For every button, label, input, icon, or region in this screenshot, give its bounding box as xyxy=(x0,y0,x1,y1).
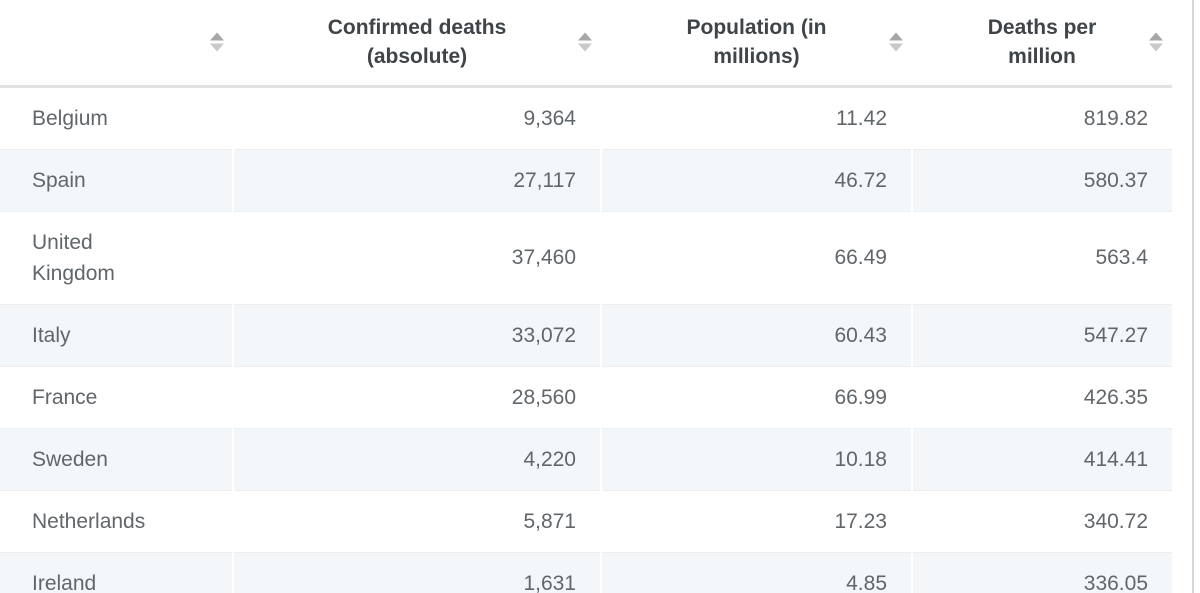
cell-deaths-per-million: 819.82 xyxy=(911,86,1172,149)
data-table: Confirmed deaths (absolute) Population (… xyxy=(0,0,1172,593)
cell-population: 66.49 xyxy=(600,211,912,304)
header-country[interactable] xyxy=(0,0,233,86)
header-confirmed-deaths-label: Confirmed deaths (absolute) xyxy=(327,16,507,69)
caret-down-icon xyxy=(1149,43,1163,52)
cell-confirmed-deaths: 9,364 xyxy=(232,86,601,149)
sort-carets-icon xyxy=(578,32,592,53)
cell-country: Ireland xyxy=(32,571,97,593)
header-deaths-per-million-label: Deaths per million xyxy=(987,16,1097,69)
cell-deaths-per-million: 563.4 xyxy=(911,211,1172,304)
cell-deaths-per-million: 547.27 xyxy=(911,304,1172,366)
cell-population: 17.23 xyxy=(600,490,912,552)
cell-population: 10.18 xyxy=(600,428,912,490)
cell-population: 4.85 xyxy=(600,552,912,593)
header-deaths-per-million[interactable]: Deaths per million xyxy=(912,0,1172,86)
cell-country: United Kingdom xyxy=(32,230,115,285)
cell-deaths-per-million: 340.72 xyxy=(911,490,1172,552)
cell-population: 60.43 xyxy=(600,304,912,366)
caret-down-icon xyxy=(578,43,592,52)
cell-population: 46.72 xyxy=(600,149,912,211)
cell-country: France xyxy=(32,385,98,409)
cell-confirmed-deaths: 37,460 xyxy=(232,211,601,304)
cell-confirmed-deaths: 33,072 xyxy=(232,304,601,366)
sort-carets-icon xyxy=(210,32,224,53)
caret-up-icon xyxy=(210,32,224,41)
cell-confirmed-deaths: 4,220 xyxy=(232,428,601,490)
cell-country: Netherlands xyxy=(32,509,146,533)
table-body: Belgium 9,364 11.42 819.82 Spain 27,117 46.72 5… xyxy=(0,86,1172,593)
container-right-border xyxy=(1192,0,1194,593)
cell-deaths-per-million: 414.41 xyxy=(911,428,1172,490)
cell-country: Italy xyxy=(32,323,71,347)
header-population[interactable]: Population (in millions) xyxy=(601,0,912,86)
header-population-label: Population (in millions) xyxy=(686,16,827,69)
cell-confirmed-deaths: 1,631 xyxy=(232,552,601,593)
cell-country: Belgium xyxy=(32,106,108,130)
caret-up-icon xyxy=(578,32,592,41)
table-row: Ireland 1,631 4.85 336.05 xyxy=(0,552,1172,593)
cell-population: 11.42 xyxy=(600,86,912,149)
cell-country: Spain xyxy=(32,168,86,192)
cell-population: 66.99 xyxy=(600,366,912,428)
table-row: United Kingdom 37,460 66.49 563.4 xyxy=(0,211,1172,304)
sort-carets-icon xyxy=(889,32,903,53)
cell-confirmed-deaths: 5,871 xyxy=(232,490,601,552)
caret-up-icon xyxy=(889,32,903,41)
table-row: France 28,560 66.99 426.35 xyxy=(0,366,1172,428)
cell-deaths-per-million: 580.37 xyxy=(911,149,1172,211)
cell-confirmed-deaths: 27,117 xyxy=(232,149,601,211)
header-confirmed-deaths[interactable]: Confirmed deaths (absolute) xyxy=(233,0,601,86)
table-row: Spain 27,117 46.72 580.37 xyxy=(0,149,1172,211)
caret-down-icon xyxy=(889,43,903,52)
table-header: Confirmed deaths (absolute) Population (… xyxy=(0,0,1172,86)
cell-confirmed-deaths: 28,560 xyxy=(232,366,601,428)
table-row: Sweden 4,220 10.18 414.41 xyxy=(0,428,1172,490)
cell-deaths-per-million: 426.35 xyxy=(911,366,1172,428)
caret-up-icon xyxy=(1149,32,1163,41)
table-row: Italy 33,072 60.43 547.27 xyxy=(0,304,1172,366)
sort-carets-icon xyxy=(1149,32,1163,53)
table-row: Netherlands 5,871 17.23 340.72 xyxy=(0,490,1172,552)
table-row: Belgium 9,364 11.42 819.82 xyxy=(0,86,1172,149)
caret-down-icon xyxy=(210,43,224,52)
header-row: Confirmed deaths (absolute) Population (… xyxy=(0,0,1172,86)
cell-country: Sweden xyxy=(32,447,108,471)
cell-deaths-per-million: 336.05 xyxy=(911,552,1172,593)
